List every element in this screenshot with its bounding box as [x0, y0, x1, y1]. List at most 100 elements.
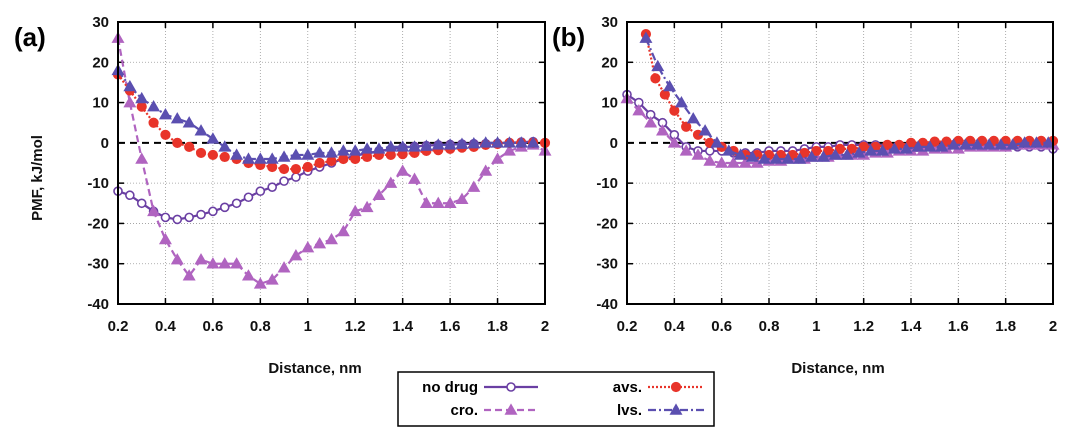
legend-marker-cro — [504, 403, 518, 415]
panel-a-point-cro — [218, 257, 232, 269]
panel-a-point-lvs — [158, 108, 172, 120]
panel-b-point-lvs — [757, 152, 771, 164]
panel-a-point-nodrug — [267, 182, 277, 192]
panel-a-point-cro — [265, 273, 279, 285]
panel-a-point-cro — [336, 224, 350, 237]
panel-b-point-lvs — [876, 144, 890, 156]
panel-a-point-lvs — [194, 124, 208, 136]
panel-a-y-tick-label: -40 — [87, 296, 109, 313]
legend-label-no-drug: no drug — [422, 379, 478, 396]
panel-b-point-lvs — [722, 144, 736, 156]
panel-a-point-lvs — [241, 152, 255, 164]
panel-a-point-cro — [431, 196, 445, 209]
panel-a-point-avs — [160, 129, 171, 140]
panel-a-x-tick-label: 1 — [304, 318, 312, 335]
panel-a-point-cro — [502, 144, 516, 156]
panel-a-point-cro — [206, 257, 220, 269]
panel-a-x-tick-label: 0.8 — [250, 318, 271, 335]
panel-b-x-tick-label: 1.6 — [948, 318, 969, 335]
panel-b-x-tick-label: 1.2 — [853, 318, 874, 335]
panel-b-point-avs — [650, 73, 661, 84]
panel-a-point-lvs — [301, 148, 315, 160]
panel-b-x-tick-label: 0.4 — [664, 318, 686, 335]
panel-b-point-lvs — [840, 148, 854, 160]
panel-a-point-cro — [348, 204, 362, 217]
panel-a-point-nodrug — [136, 198, 147, 209]
panel-b-point-lvs — [923, 140, 937, 152]
legend-label-avs: avs. — [613, 379, 642, 396]
panel-a-y-tick-label: 30 — [92, 14, 109, 31]
panel-a-point-lvs — [277, 150, 291, 162]
panel-a-point-avs — [326, 155, 337, 167]
panel-b-point-lvs — [970, 138, 984, 150]
panel-a-point-avs — [278, 163, 290, 175]
panel-b-x-tick-label: 2 — [1049, 318, 1057, 335]
panel-a-point-avs — [195, 147, 207, 159]
panel-a-point-lvs — [313, 146, 327, 158]
panel-a-point-lvs — [206, 132, 220, 144]
panel-a-point-nodrug — [125, 190, 135, 201]
panel-a-point-cro — [325, 232, 338, 245]
panel-b-y-tick-label: 10 — [601, 95, 618, 112]
panel-a-point-avs — [361, 151, 373, 163]
panel-b-point-lvs — [734, 148, 748, 160]
panel-a-x-tick-label: 1.8 — [487, 318, 508, 335]
panel-a-point-avs — [207, 149, 218, 161]
panel-a-point-nodrug — [231, 198, 242, 209]
panel-b-point-lvs — [852, 146, 866, 158]
panel-a-point-cro — [467, 180, 481, 192]
panel-a-point-lvs — [135, 91, 149, 104]
panel-b-y-tick-label: 30 — [601, 14, 618, 31]
panel-a-series-lvs — [111, 63, 540, 164]
panel-b-point-lvs — [911, 140, 925, 152]
panel-b-point-lvs — [710, 136, 724, 148]
panel-a-point-nodrug — [219, 202, 230, 213]
panel-b-point-lvs — [663, 79, 677, 92]
panel-a-point-nodrug — [196, 209, 206, 220]
panel-a-point-cro — [241, 269, 255, 281]
panel-a-point-lvs — [372, 142, 386, 154]
panel-a-point-cro — [479, 164, 493, 176]
panel-a-point-lvs — [384, 140, 398, 152]
panel-a-point-cro — [384, 176, 398, 188]
panel-a-point-lvs — [289, 148, 303, 160]
panel-a-point-nodrug — [243, 192, 254, 203]
panel-b: (b) Distance, nm 0.2 0.4 0.6 0.8 1 1.2 1.4 1.6 1… — [552, 14, 1060, 377]
panel-b-point-cro — [715, 156, 729, 168]
panel-b-point-lvs — [639, 31, 653, 43]
panel-a-x-tick-label: 2 — [541, 318, 549, 335]
panel-a-point-lvs — [396, 140, 410, 152]
panel-a-y-tick-label: -30 — [87, 256, 109, 273]
panel-b-x-tick-label: 0.2 — [617, 318, 638, 335]
panel-a-plot-frame — [117, 21, 546, 305]
panel-b-point-lvs — [828, 148, 842, 160]
panel-a-point-cro — [253, 277, 267, 289]
panel-a-point-lvs — [502, 136, 516, 148]
panel-a-point-lvs — [419, 139, 433, 151]
legend-marker-lvs — [669, 403, 683, 415]
panel-a-point-cro — [301, 240, 315, 253]
panel-b-point-lvs — [769, 152, 783, 164]
panel-a-point-cro — [194, 253, 208, 265]
panel-b-point-cro — [632, 104, 646, 116]
panel-b-y-tick-label: -30 — [596, 256, 618, 273]
panel-b-x-tick-label: 0.8 — [759, 318, 780, 335]
panel-a-point-cro — [396, 164, 410, 176]
panel-b-x-tick-label: 1.8 — [995, 318, 1016, 335]
panel-a-point-lvs — [431, 138, 445, 150]
panel-a-x-tick-label: 0.6 — [202, 318, 223, 335]
panel-a-point-cro — [182, 269, 196, 281]
panel-b-point-lvs — [745, 150, 759, 162]
panel-b-x-tick-label: 1 — [812, 318, 820, 335]
panel-a-point-cro — [230, 257, 244, 269]
panel-b-point-cro — [691, 148, 705, 160]
panel-a-point-avs — [350, 153, 361, 165]
panel-a-y-tick-label: -20 — [87, 215, 109, 232]
panel-b-point-cro — [703, 154, 717, 166]
panel-a-point-lvs — [230, 148, 244, 160]
panel-b-point-lvs — [1006, 138, 1020, 150]
panel-b-point-avs — [681, 121, 692, 132]
panel-a-y-tick-label: 0 — [101, 135, 109, 152]
panel-b-y-tick-label: -10 — [596, 175, 618, 192]
